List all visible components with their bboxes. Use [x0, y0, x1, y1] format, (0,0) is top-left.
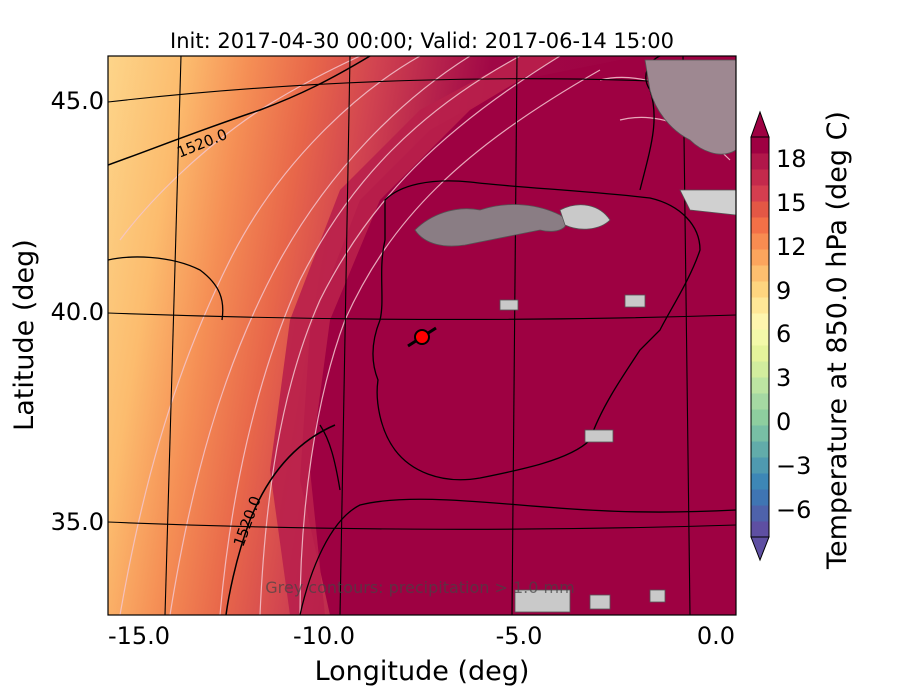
y-tick-label: 40.0: [51, 298, 104, 326]
colorbar-band: [751, 457, 769, 474]
colorbar-band: [751, 361, 769, 378]
colorbar-band: [751, 217, 769, 234]
x-tick-label: -10.0: [293, 622, 355, 650]
location-marker: [407, 326, 437, 348]
precip-patches: [414, 59, 736, 613]
colorbar-band: [751, 265, 769, 282]
colorbar-band: [751, 409, 769, 426]
colorbar-band: [751, 345, 769, 362]
colorbar-band: [751, 505, 769, 522]
colorbar-tick: −3: [776, 452, 811, 480]
colorbar-band: [751, 169, 769, 186]
colorbar-band: [751, 329, 769, 346]
atlantic-islands: [108, 256, 224, 321]
colorbar-tick: 9: [776, 277, 791, 305]
colorbar-band: [751, 313, 769, 330]
colorbar-band: [751, 249, 769, 266]
colorbar-frame: [750, 136, 770, 538]
marker-dot: [414, 329, 430, 345]
y-tick-label: 45.0: [51, 87, 104, 115]
colorbar-band: [751, 393, 769, 410]
graticule: [108, 56, 736, 615]
x-tick-label: -5.0: [496, 622, 543, 650]
x-tick-label: -15.0: [108, 622, 170, 650]
y-tick-label: 35.0: [51, 508, 104, 536]
iberia-coast: [372, 180, 701, 481]
map-panel: 1520.0 1520.0 Grey contours: precipitati…: [108, 56, 736, 615]
colorbar-label: Temperature at 850.0 hPa (deg C): [822, 111, 853, 570]
madeira-isobar: [319, 424, 341, 491]
y-axis-label: Latitude (deg): [9, 239, 40, 431]
colorbar-tick: 18: [776, 145, 807, 173]
colorbar-extend-top: [750, 110, 770, 138]
colorbar-band: [751, 153, 769, 170]
colorbar-band: [751, 441, 769, 458]
y-axis: 45.0 40.0 35.0 Latitude (deg): [9, 87, 104, 536]
colorbar-band: [751, 137, 769, 154]
colorbar-tick: 3: [776, 364, 791, 392]
africa-coast: [299, 498, 736, 615]
warm-band: [270, 56, 560, 615]
geopotential-contour: [108, 56, 371, 615]
colorbar-tick: 6: [776, 320, 791, 348]
colorbar-band: [751, 377, 769, 394]
colorbar-band: [751, 201, 769, 218]
colorbar-band: [751, 489, 769, 506]
colorbar-band: [751, 297, 769, 314]
colorbar-band: [751, 425, 769, 442]
x-tick-label: 0.0: [697, 622, 735, 650]
colorbar-tick: 12: [776, 233, 807, 261]
colorbar-band: [751, 473, 769, 490]
colorbar-extend-bottom: [750, 536, 770, 562]
colorbar-tick: 0: [776, 408, 791, 436]
precip-footnote: Grey contours: precipitation > 1.0 mm: [265, 578, 574, 597]
map-frame: [107, 55, 737, 616]
colorbar-band: [751, 185, 769, 202]
plot-title: Init: 2017-04-30 00:00; Valid: 2017-06-1…: [170, 29, 674, 53]
colorbar-bands: [751, 137, 769, 538]
colorbar-tick: −6: [776, 496, 811, 524]
colorbar-band: [751, 521, 769, 538]
colorbar-band: [751, 233, 769, 250]
colorbar: 18 15 12 9 6 3 0 −3 −6 Temperature at 85…: [750, 110, 853, 570]
colorbar-tick: 15: [776, 189, 807, 217]
x-axis-label: Longitude (deg): [315, 656, 530, 687]
x-axis: -15.0 -10.0 -5.0 0.0 Longitude (deg): [108, 622, 735, 687]
colorbar-band: [751, 281, 769, 298]
